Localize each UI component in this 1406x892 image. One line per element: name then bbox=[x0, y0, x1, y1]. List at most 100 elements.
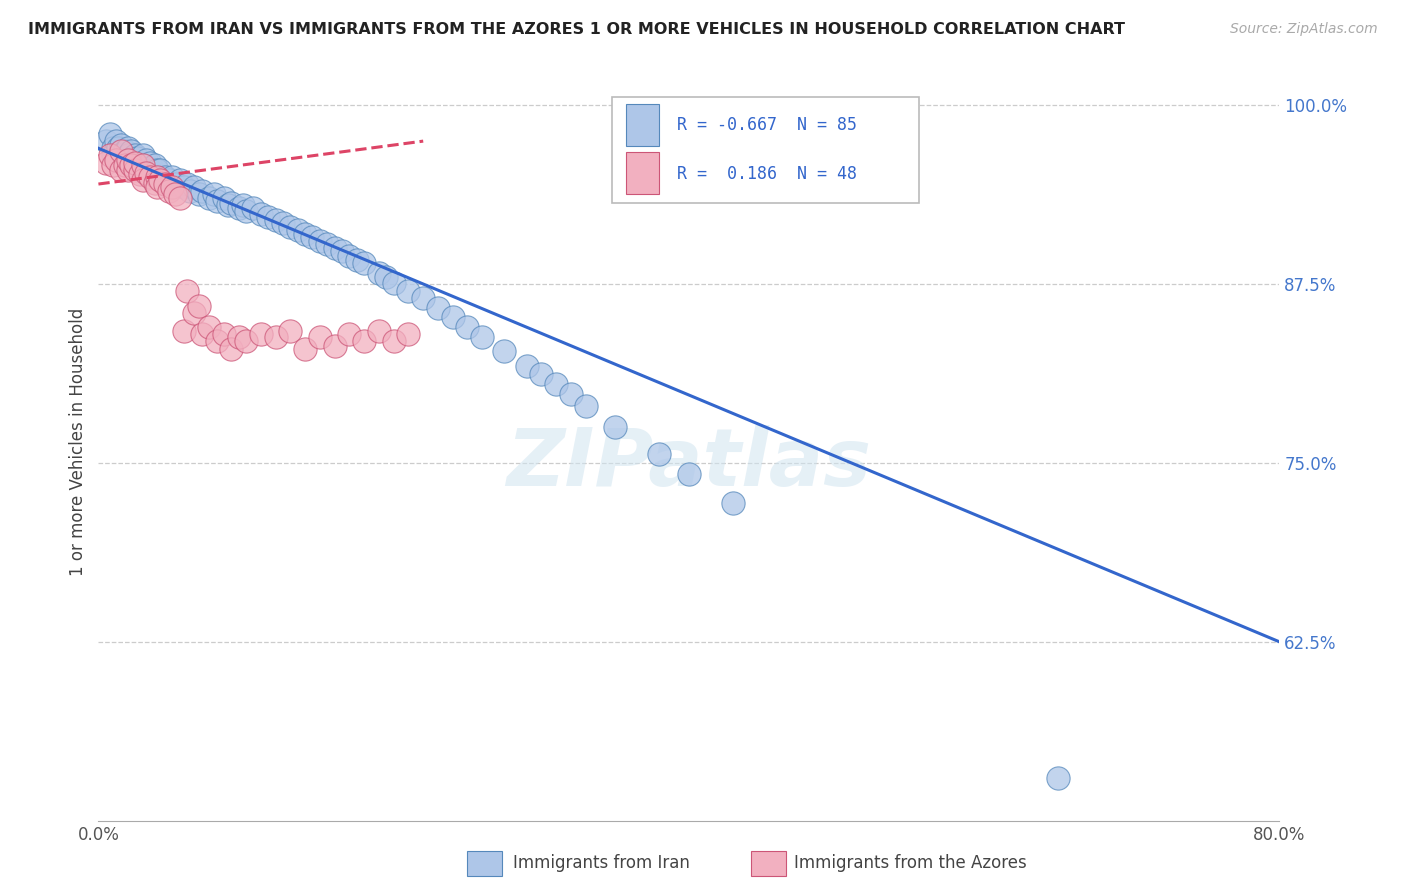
Point bbox=[198, 320, 221, 334]
Point bbox=[198, 191, 221, 205]
Point bbox=[121, 151, 143, 165]
Point bbox=[120, 158, 142, 172]
Point bbox=[176, 285, 198, 299]
Point bbox=[149, 173, 172, 187]
Point bbox=[287, 223, 309, 237]
Point bbox=[368, 325, 391, 339]
Point bbox=[139, 162, 162, 177]
Point bbox=[183, 180, 205, 194]
Point bbox=[301, 230, 323, 244]
Point bbox=[132, 173, 155, 187]
Point bbox=[1046, 771, 1070, 785]
Point bbox=[165, 187, 187, 202]
FancyBboxPatch shape bbox=[612, 96, 920, 202]
Point bbox=[169, 191, 191, 205]
Point bbox=[176, 177, 198, 191]
Point bbox=[457, 320, 479, 334]
Point bbox=[648, 447, 671, 461]
Point bbox=[132, 158, 155, 172]
Point bbox=[316, 237, 339, 252]
Point bbox=[132, 158, 155, 172]
Point bbox=[124, 158, 146, 172]
Point bbox=[382, 334, 405, 349]
Point bbox=[264, 330, 287, 344]
Point bbox=[103, 141, 125, 155]
Point bbox=[162, 169, 183, 184]
Point bbox=[125, 151, 148, 165]
Point bbox=[117, 153, 139, 167]
Text: R =  0.186  N = 48: R = 0.186 N = 48 bbox=[678, 165, 858, 183]
Point bbox=[228, 330, 250, 344]
Point bbox=[157, 173, 180, 187]
Point bbox=[375, 270, 398, 285]
Point bbox=[120, 144, 142, 158]
Point bbox=[235, 204, 257, 219]
Point bbox=[212, 191, 235, 205]
Point bbox=[250, 207, 273, 221]
Point bbox=[165, 177, 187, 191]
Text: Source: ZipAtlas.com: Source: ZipAtlas.com bbox=[1230, 22, 1378, 37]
Point bbox=[560, 387, 582, 401]
Point bbox=[162, 180, 183, 194]
Text: R = -0.667  N = 85: R = -0.667 N = 85 bbox=[678, 116, 858, 135]
Point bbox=[217, 198, 239, 212]
Point bbox=[153, 177, 176, 191]
Point bbox=[191, 184, 214, 198]
Point bbox=[146, 180, 169, 194]
Point bbox=[124, 162, 146, 177]
Point bbox=[94, 155, 117, 169]
Point bbox=[149, 162, 172, 177]
Point bbox=[221, 195, 243, 210]
Point bbox=[605, 420, 627, 434]
Point bbox=[294, 342, 316, 356]
Point bbox=[117, 155, 139, 169]
Point bbox=[169, 173, 191, 187]
Point bbox=[110, 144, 132, 158]
Point bbox=[353, 334, 375, 349]
FancyBboxPatch shape bbox=[626, 104, 659, 145]
Point bbox=[309, 330, 332, 344]
Point bbox=[339, 327, 361, 342]
Point bbox=[368, 266, 391, 280]
Point bbox=[143, 158, 166, 172]
Point bbox=[191, 327, 214, 342]
Point bbox=[153, 169, 176, 184]
Point bbox=[173, 180, 195, 194]
Point bbox=[575, 399, 598, 413]
Point bbox=[128, 155, 150, 169]
Point bbox=[183, 306, 205, 320]
Point bbox=[139, 155, 162, 169]
Point bbox=[398, 285, 420, 299]
Point bbox=[228, 202, 250, 216]
Point bbox=[441, 310, 464, 324]
Point bbox=[187, 187, 209, 202]
Point bbox=[353, 256, 375, 270]
Y-axis label: 1 or more Vehicles in Household: 1 or more Vehicles in Household bbox=[69, 308, 87, 575]
Point bbox=[98, 148, 121, 162]
Point bbox=[232, 198, 254, 212]
Point bbox=[135, 165, 157, 179]
Point bbox=[98, 127, 121, 141]
Text: IMMIGRANTS FROM IRAN VS IMMIGRANTS FROM THE AZORES 1 OR MORE VEHICLES IN HOUSEHO: IMMIGRANTS FROM IRAN VS IMMIGRANTS FROM … bbox=[28, 22, 1125, 37]
Point bbox=[111, 147, 134, 161]
Point bbox=[264, 212, 287, 227]
Point bbox=[339, 249, 361, 263]
Point bbox=[135, 153, 157, 167]
Point bbox=[330, 244, 353, 259]
Point bbox=[128, 167, 150, 181]
Point bbox=[309, 234, 332, 248]
Point bbox=[280, 219, 302, 234]
Point bbox=[280, 325, 302, 339]
Point bbox=[143, 176, 166, 190]
Point bbox=[132, 148, 155, 162]
Point bbox=[114, 144, 136, 158]
Point bbox=[105, 153, 128, 167]
Point bbox=[146, 169, 169, 184]
Point bbox=[117, 141, 139, 155]
Point bbox=[516, 359, 538, 373]
Point bbox=[471, 330, 494, 344]
Point bbox=[382, 276, 405, 290]
Point bbox=[494, 344, 516, 359]
Point bbox=[271, 216, 294, 230]
Point bbox=[117, 162, 139, 177]
